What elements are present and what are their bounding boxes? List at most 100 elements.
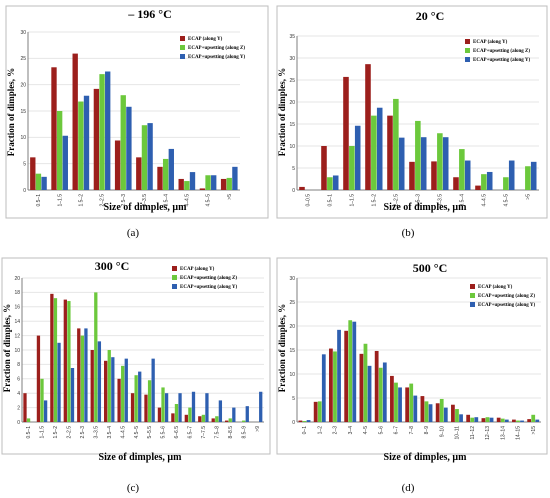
bar-YU-0 [306, 420, 311, 422]
x-tick-label: 6–6.5 [174, 426, 180, 439]
x-tick-label: 1–1.5 [40, 426, 46, 439]
bar-Z-0 [26, 418, 31, 422]
x-axis-label: Size of dimples, μm [384, 202, 468, 213]
x-tick-label: 5.5–6 [161, 426, 167, 439]
bar-Z-7 [184, 181, 190, 190]
chart-c-svg: 0 2 4 6 8 10 12 14 16 18 20 0.5–1 1–1.5 1.5–2 2–2.5 2.5… [1, 257, 271, 463]
bar-YU-10 [164, 393, 169, 422]
bar-Y-7 [453, 177, 459, 190]
bar-YU-11 [178, 393, 182, 422]
x-tick-label: >15 [531, 426, 537, 435]
y-tick-label: 0 [292, 188, 295, 194]
bar-YU-9 [443, 407, 448, 422]
bar-YU-9 [232, 166, 238, 190]
bar-Z-10 [525, 166, 531, 190]
bar-Y-15 [225, 420, 229, 422]
caption-a: (a) [126, 227, 140, 239]
y-tick-label: 5 [23, 161, 26, 167]
y-tick-label: 0 [23, 188, 26, 194]
x-tick-label: 4–4.5 [185, 194, 191, 207]
bar-YU-8 [486, 171, 493, 190]
bar-Y-0 [299, 186, 305, 190]
bar-YU-8 [211, 175, 217, 190]
x-tick-label: 3–3.5 [142, 194, 148, 207]
bar-YU-8 [428, 404, 433, 422]
y-tick-label: 15 [289, 348, 295, 354]
legend-swatch-Z [180, 45, 185, 50]
legend-swatch-Y [470, 284, 475, 289]
bar-Y-6 [390, 375, 394, 422]
x-tick-label: 1.5–2 [372, 194, 378, 207]
y-tick-label: 12 [14, 333, 20, 339]
x-tick-label: 2.5–3 [121, 194, 127, 207]
bar-Z-2 [53, 298, 58, 422]
bar-Z-4 [120, 95, 126, 190]
bar-YU-2 [337, 329, 341, 422]
legend-entry: ECAP (along Y) [478, 285, 513, 290]
bar-Y-7 [117, 378, 121, 422]
x-tick-label: >5 [227, 194, 233, 200]
x-tick-label: 4.5–5 [134, 426, 140, 439]
bar-Y-2 [343, 76, 349, 190]
legend-entry: ECAP (along Y) [473, 40, 508, 45]
legend-swatch-YU [180, 54, 185, 59]
chart-title: 300 °C [95, 259, 129, 273]
bar-Y-1 [36, 335, 41, 422]
bar-YU-8 [138, 371, 142, 422]
bar-YU-13 [504, 419, 509, 422]
x-tick-label: 1–2 [317, 426, 323, 435]
bar-Y-9 [435, 403, 440, 422]
bar-Y-11 [171, 413, 175, 422]
x-tick-label: 0.5–1 [328, 194, 334, 207]
y-tick-label: 0 [17, 420, 20, 426]
y-tick-label: 15 [20, 109, 26, 115]
bar-Z-13 [201, 414, 205, 422]
x-tick-label: 3.5–4 [163, 194, 169, 207]
bar-Z-8 [424, 401, 429, 422]
bar-Z-3 [99, 74, 105, 190]
x-tick-label: 9–10 [439, 426, 445, 437]
bar-Z-1 [40, 378, 44, 422]
x-tick-label: >5 [526, 194, 532, 200]
bar-Y-5 [90, 350, 94, 422]
caption-d: (d) [401, 482, 415, 494]
y-tick-label: 5 [292, 166, 295, 172]
bar-YU-12 [489, 417, 494, 422]
bar-Z-16 [242, 420, 246, 422]
bar-Y-2 [50, 293, 54, 422]
bar-YU-7 [189, 172, 196, 190]
y-tick-label: 10 [289, 372, 295, 378]
y-tick-label: 35 [289, 34, 295, 40]
legend-swatch-Z [172, 275, 177, 280]
chart-title: 500 °C [413, 261, 447, 275]
bar-Y-14 [512, 419, 516, 422]
bar-Y-12 [481, 418, 486, 422]
y-tick-label: 20 [14, 276, 20, 282]
bar-YU-17 [259, 391, 263, 422]
bar-YU-5 [97, 341, 102, 422]
y-tick-label: 25 [289, 78, 295, 84]
bar-Y-6 [157, 166, 163, 190]
bar-Z-11 [470, 417, 475, 422]
bar-Y-4 [387, 115, 393, 190]
x-tick-label: 11–12 [470, 426, 476, 440]
y-tick-label: 5 [292, 396, 295, 402]
bar-YU-14 [520, 420, 524, 422]
bar-Z-3 [348, 320, 353, 422]
x-tick-label: 4–5 [363, 426, 369, 435]
bar-Z-4 [393, 98, 399, 190]
bar-Y-8 [475, 185, 481, 190]
bar-Z-0 [35, 173, 42, 190]
bar-Z-14 [215, 416, 219, 422]
bar-YU-3 [352, 321, 357, 422]
chart-panel-c: 0 2 4 6 8 10 12 14 16 18 20 0.5–1 1–1.5 1.5–2 2–2.5 2.5… [0, 250, 272, 472]
bar-Z-5 [94, 292, 98, 422]
bar-Y-6 [104, 360, 108, 422]
bar-Z-12 [188, 407, 192, 422]
legend-entry: ECAP+upsetting (along Y) [473, 58, 530, 63]
x-tick-label: 2.5–3 [416, 194, 422, 207]
x-tick-label: 13–14 [500, 426, 506, 440]
bar-Y-15 [527, 419, 532, 422]
y-tick-label: 6 [17, 377, 20, 383]
y-tick-label: 30 [289, 56, 295, 62]
